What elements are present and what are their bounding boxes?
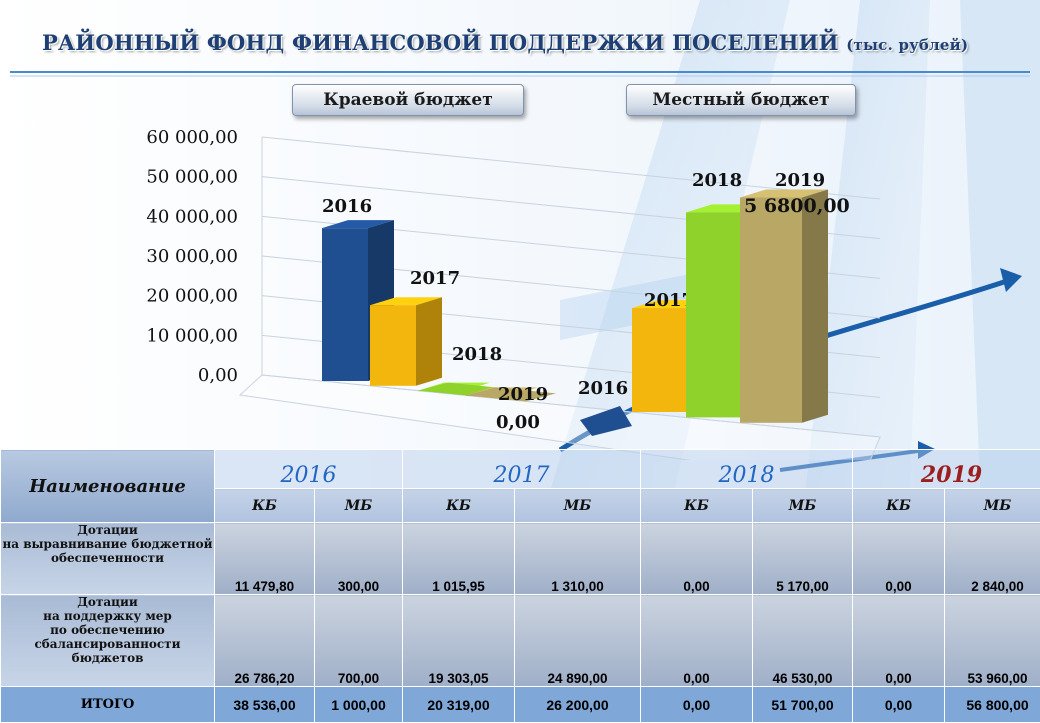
table-cell: 700,00: [315, 595, 403, 687]
bar-year-label: 2017: [410, 268, 460, 289]
bar-year-label: 2016: [322, 196, 372, 217]
year-header-2019: 2019: [853, 450, 1040, 489]
bar-local-2019-side: [802, 189, 828, 422]
total-cell: 26 200,00: [515, 687, 641, 723]
subheader-mb: МБ: [945, 489, 1040, 523]
year-header-2017: 2017: [403, 450, 641, 489]
table-cell: 24 890,00: [515, 595, 641, 687]
total-cell: 1 000,00: [315, 687, 403, 723]
bar-year-label: 2019: [498, 384, 548, 405]
y-tick-label: 10 000,00: [146, 325, 238, 346]
bar-year-label: 2019: [775, 170, 825, 191]
table-cell: 0,00: [853, 523, 945, 595]
subheader-kb: КБ: [215, 489, 315, 523]
table-cell: 2 840,00: [945, 523, 1040, 595]
row-label-equalization: Дотации на выравнивание бюджетной обеспе…: [1, 523, 215, 595]
table-cell: 0,00: [641, 595, 753, 687]
table-cell: 1 015,95: [403, 523, 515, 595]
total-label: ИТОГО: [1, 687, 215, 723]
row-label-line: Дотации: [1, 523, 214, 537]
bar-regional-2016: [322, 228, 368, 381]
subheader-mb: МБ: [315, 489, 403, 523]
title-main: РАЙОННЫЙ ФОНД ФИНАНСОВОЙ ПОДДЕРЖКИ ПОСЕЛ…: [42, 30, 839, 55]
bar-local-2017: [632, 308, 686, 412]
title-unit: (тыс. рублей): [846, 36, 968, 54]
regional-budget-button[interactable]: Краевой бюджет: [292, 84, 524, 116]
table-cell: 0,00: [641, 523, 753, 595]
name-column-header: Наименование: [1, 450, 215, 523]
funding-table: Наименование 2016 2017 2018 2019 КБ МБ К…: [0, 449, 1040, 723]
table-cell: 0,00: [853, 595, 945, 687]
local-budget-button[interactable]: Местный бюджет: [626, 84, 856, 116]
y-tick-label: 30 000,00: [146, 246, 238, 267]
bar-value-label: 5 6800,00: [744, 195, 850, 217]
y-tick-label: 50 000,00: [146, 167, 238, 188]
row-label-line: обеспеченности: [1, 551, 214, 565]
y-tick-label: 40 000,00: [146, 206, 238, 227]
year-header-2018: 2018: [641, 450, 853, 489]
table-cell: 26 786,20: [215, 595, 315, 687]
row-label-line: Дотации: [1, 595, 214, 609]
row-label-line: на выравнивание бюджетной: [1, 537, 214, 551]
bar-value-label: 0,00: [496, 412, 540, 433]
table-cell: 1 310,00: [515, 523, 641, 595]
bar-regional-2017-side: [416, 297, 442, 386]
total-cell: 38 536,00: [215, 687, 315, 723]
total-cell: 51 700,00: [753, 687, 853, 723]
y-tick-label: 20 000,00: [146, 286, 238, 307]
subheader-kb: КБ: [641, 489, 753, 523]
table-cell: 11 479,80: [215, 523, 315, 595]
bar-regional-2017: [370, 305, 416, 386]
subheader-mb: МБ: [753, 489, 853, 523]
page-title: РАЙОННЫЙ ФОНД ФИНАНСОВОЙ ПОДДЕРЖКИ ПОСЕЛ…: [42, 30, 942, 55]
y-tick-label: 0,00: [198, 365, 238, 386]
table-row: Дотации на выравнивание бюджетной обеспе…: [1, 523, 1040, 595]
table-cell: 46 530,00: [753, 595, 853, 687]
total-cell: 56 800,00: [945, 687, 1040, 723]
table-cell: 19 303,05: [403, 595, 515, 687]
bar-local-2018: [686, 212, 740, 417]
bar-year-label: 2016: [578, 378, 628, 399]
row-label-line: сбалансированности бюджетов: [1, 637, 214, 665]
table-cell: 300,00: [315, 523, 403, 595]
y-tick-label: 60 000,00: [146, 127, 238, 148]
row-label-balance: Дотации на поддержку мер по обеспечению …: [1, 595, 215, 687]
row-label-line: по обеспечению: [1, 623, 214, 637]
bar-local-2019: [740, 197, 802, 422]
subheader-kb: КБ: [403, 489, 515, 523]
bar-year-label: 2018: [692, 170, 742, 191]
table-cell: 5 170,00: [753, 523, 853, 595]
subheader-mb: МБ: [515, 489, 641, 523]
year-header-2016: 2016: [215, 450, 403, 489]
total-cell: 0,00: [853, 687, 945, 723]
total-row: ИТОГО 38 536,00 1 000,00 20 319,00 26 20…: [1, 687, 1040, 723]
bar-year-label: 2018: [452, 344, 502, 365]
row-label-line: на поддержку мер: [1, 609, 214, 623]
table-cell: 53 960,00: [945, 595, 1040, 687]
total-cell: 20 319,00: [403, 687, 515, 723]
subheader-kb: КБ: [853, 489, 945, 523]
total-cell: 0,00: [641, 687, 753, 723]
table-row: Дотации на поддержку мер по обеспечению …: [1, 595, 1040, 687]
budget-bar-chart: 0,00 10 000,00 20 000,00 30 000,00 40 000,00…: [0, 120, 1040, 460]
